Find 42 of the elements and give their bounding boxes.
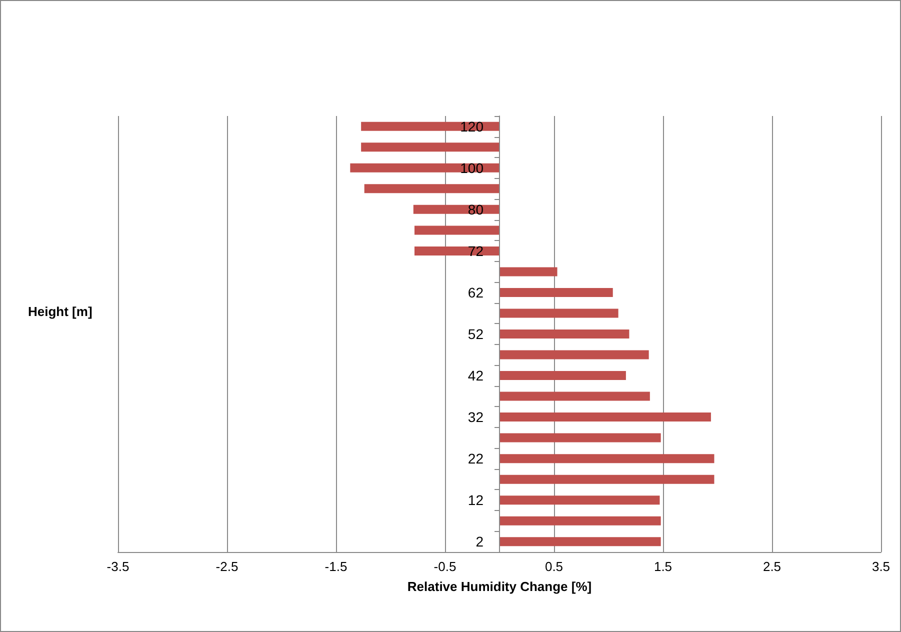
bar <box>500 496 660 505</box>
x-tick-label: -2.5 <box>216 559 238 574</box>
y-tick-label: 12 <box>468 492 484 508</box>
bar <box>500 308 618 318</box>
x-axis-title: Relative Humidity Change [%] <box>407 579 592 594</box>
bar <box>414 246 500 256</box>
x-tick-label: 3.5 <box>872 559 890 574</box>
y-axis-title: Height [m] <box>28 304 92 319</box>
x-tick-label: 0.5 <box>544 559 564 574</box>
y-tick-label: 42 <box>468 368 484 384</box>
bar <box>500 392 650 401</box>
y-tick-label: 52 <box>468 326 484 342</box>
bar <box>500 330 630 338</box>
bar <box>364 184 500 194</box>
y-tick-label: 2 <box>476 534 484 550</box>
bar <box>414 226 500 235</box>
bar <box>500 537 661 546</box>
bar <box>500 412 711 422</box>
y-tick-label: 32 <box>468 409 484 426</box>
bar <box>500 288 613 297</box>
x-tick-label: 1.5 <box>654 559 672 574</box>
x-tick-label: 2.5 <box>762 559 782 574</box>
bar <box>500 454 714 464</box>
x-tick-label: -3.5 <box>106 559 130 574</box>
y-tick-label: 62 <box>468 284 484 300</box>
bar <box>350 163 500 172</box>
y-tick-label: 72 <box>468 242 484 259</box>
y-tick-label: 100 <box>460 160 484 176</box>
y-tick-label: 120 <box>460 118 484 134</box>
bar <box>500 350 649 360</box>
bar <box>500 516 661 526</box>
bar <box>413 204 500 214</box>
bar <box>500 267 558 276</box>
x-tick-label: -1.5 <box>324 559 348 574</box>
bar <box>361 122 500 131</box>
bar <box>361 142 500 152</box>
bar <box>500 371 626 380</box>
y-tick-label: 80 <box>468 201 484 218</box>
y-tick-label: 22 <box>468 450 484 467</box>
bar <box>500 474 714 484</box>
x-tick-label: -0.5 <box>434 559 456 574</box>
bar <box>500 433 661 442</box>
